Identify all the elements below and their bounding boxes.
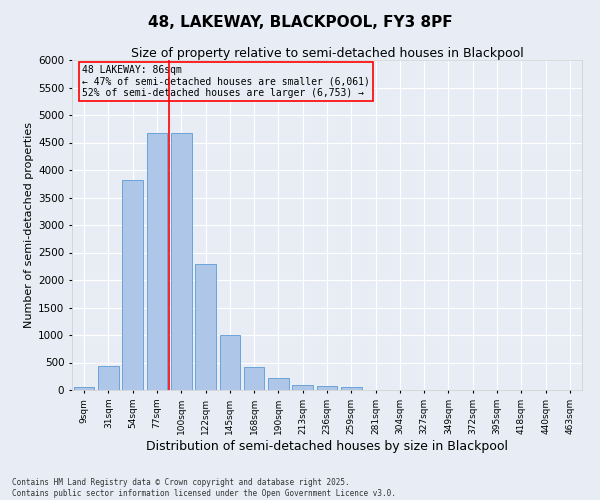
Text: Contains HM Land Registry data © Crown copyright and database right 2025.
Contai: Contains HM Land Registry data © Crown c…	[12, 478, 396, 498]
Bar	[171, 132, 191, 390]
Bar	[268, 378, 289, 390]
Bar	[220, 335, 240, 390]
Bar	[244, 368, 265, 390]
Title: Size of property relative to semi-detached houses in Blackpool: Size of property relative to semi-detach…	[131, 47, 523, 60]
Bar	[195, 264, 216, 390]
Y-axis label: Number of semi-detached properties: Number of semi-detached properties	[24, 122, 34, 328]
Bar	[292, 385, 313, 390]
Bar	[74, 387, 94, 390]
Bar	[122, 180, 143, 390]
Bar	[98, 366, 119, 390]
X-axis label: Distribution of semi-detached houses by size in Blackpool: Distribution of semi-detached houses by …	[146, 440, 508, 452]
Bar	[317, 386, 337, 390]
Text: 48 LAKEWAY: 86sqm
← 47% of semi-detached houses are smaller (6,061)
52% of semi-: 48 LAKEWAY: 86sqm ← 47% of semi-detached…	[82, 65, 370, 98]
Bar	[341, 386, 362, 390]
Text: 48, LAKEWAY, BLACKPOOL, FY3 8PF: 48, LAKEWAY, BLACKPOOL, FY3 8PF	[148, 15, 452, 30]
Bar	[146, 132, 167, 390]
